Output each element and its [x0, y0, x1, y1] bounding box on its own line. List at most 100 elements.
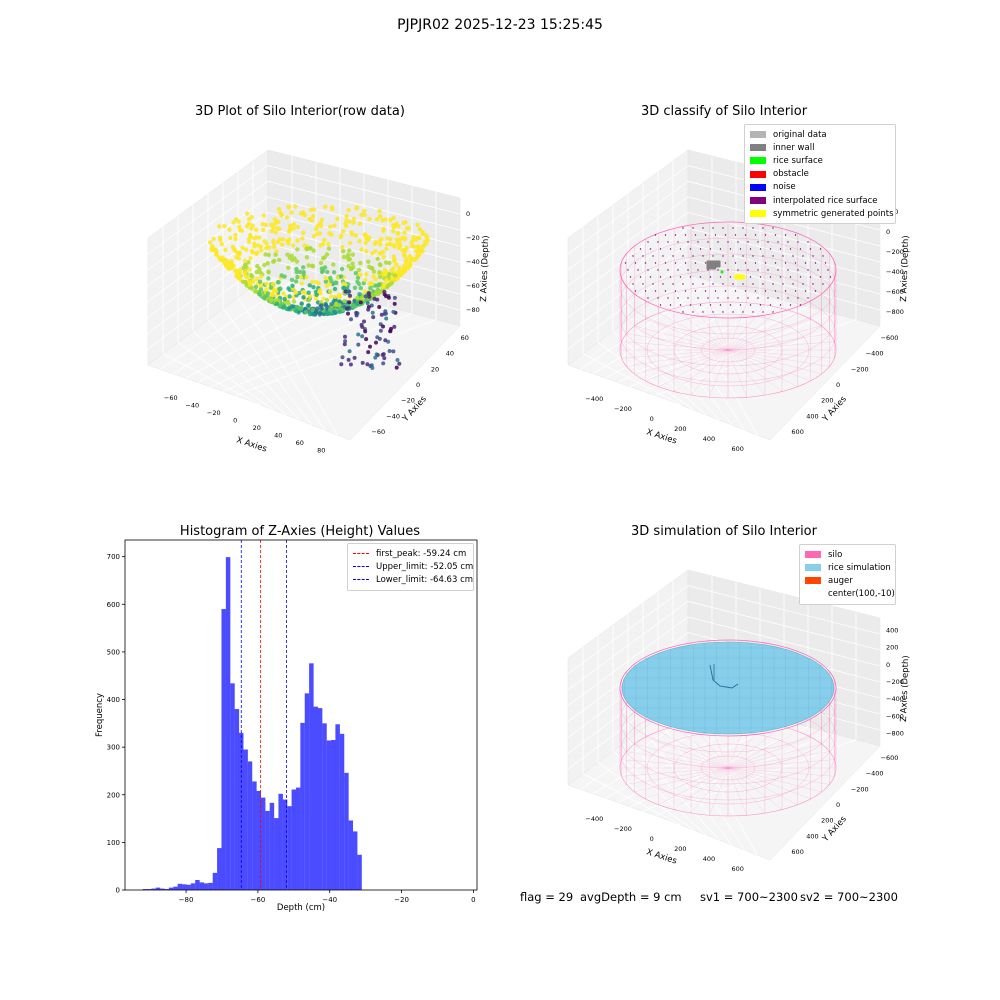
interpolated-point — [627, 269, 629, 271]
raw-point — [223, 247, 228, 253]
raw-point — [425, 238, 430, 243]
classify-silo-spoke — [621, 349, 729, 359]
raw-point — [258, 270, 263, 275]
histogram-bar — [225, 557, 231, 890]
interpolated-point — [754, 234, 757, 236]
raw-point — [359, 247, 364, 252]
classify-x-tick-label: 600 — [731, 445, 743, 453]
symmetric-point — [736, 276, 741, 280]
interpolated-point — [667, 241, 669, 243]
simulation-z-tick-label: −800 — [886, 729, 904, 737]
raw-point — [328, 289, 333, 294]
simulation-z-tick-label: 200 — [886, 644, 898, 652]
interpolated-point — [797, 269, 799, 271]
interpolated-point — [764, 290, 767, 292]
raw-point — [353, 271, 359, 276]
simulation-silo-spoke — [658, 731, 729, 769]
inner-wall-point — [713, 266, 717, 270]
legend-label: interpolated rice surface — [773, 195, 878, 206]
raw-point — [334, 301, 339, 306]
simulation-silo-spoke — [626, 767, 729, 785]
histogram-y-tick-label: 500 — [107, 648, 120, 656]
simulation-silo-spoke — [690, 767, 729, 814]
interpolated-point — [654, 262, 657, 264]
raw-point — [377, 274, 383, 280]
legend-label: noise — [773, 182, 796, 193]
interpolated-point — [669, 276, 672, 278]
raw-x-label: X Axies — [235, 435, 268, 454]
raw-point — [347, 349, 352, 354]
raw-point — [339, 362, 344, 367]
raw-point — [253, 289, 259, 294]
raw-point — [341, 229, 346, 234]
histogram-bar — [335, 724, 340, 890]
raw-point — [276, 298, 281, 303]
grid-line — [617, 300, 785, 383]
interpolated-point — [804, 290, 807, 292]
histogram-bar — [190, 883, 196, 890]
histogram-bar — [217, 848, 222, 890]
classify-silo-spoke — [709, 302, 729, 351]
raw-point — [414, 248, 419, 253]
raw-point — [291, 226, 296, 231]
raw-point — [364, 337, 369, 342]
figure-suptitle: PJPJR02 2025-12-23 15:25:45 — [397, 17, 603, 33]
simulation-silo-spoke — [645, 737, 729, 769]
interpolated-point — [634, 262, 637, 264]
classify-x-tick-label: 400 — [703, 435, 715, 443]
raw-point — [355, 302, 360, 307]
simulation-silo-spoke — [727, 767, 835, 777]
grid-line — [147, 258, 461, 350]
raw-point — [377, 282, 382, 287]
raw-point — [274, 301, 280, 306]
interpolated-point — [769, 304, 772, 306]
interpolated-point — [822, 255, 824, 257]
legend-entry: Upper_limit: -52.05 cm — [353, 560, 473, 573]
classify-interpolated-points — [624, 227, 832, 313]
raw-point — [382, 281, 387, 286]
interpolated-point — [794, 234, 797, 236]
raw-point — [409, 243, 414, 249]
interpolated-point — [807, 297, 809, 299]
raw-point — [392, 277, 397, 283]
raw-point — [236, 250, 242, 256]
histogram-x-tick-label: −60 — [251, 896, 266, 904]
raw-point — [286, 229, 292, 234]
interpolated-point — [784, 234, 787, 236]
classify-silo-spoke — [727, 349, 811, 381]
interpolated-point — [772, 227, 774, 229]
raw-point — [323, 275, 328, 281]
interpolated-point — [729, 248, 732, 250]
interpolated-point — [779, 248, 782, 250]
interpolated-point — [744, 290, 747, 292]
simulation-silo-spoke — [727, 767, 830, 785]
raw-point — [247, 267, 252, 272]
interpolated-point — [632, 283, 634, 285]
legend-entry: inner wall — [750, 141, 890, 154]
raw-point — [308, 294, 313, 299]
inner-wall-point — [717, 264, 721, 268]
classify-y-tick-label: −600 — [881, 334, 899, 342]
raw-points — [207, 204, 430, 370]
raw-point — [317, 231, 323, 236]
raw-point — [382, 289, 387, 294]
raw-point — [381, 254, 386, 260]
interpolated-point — [697, 241, 699, 243]
raw-point — [381, 361, 386, 366]
raw-point — [351, 220, 356, 225]
raw-point — [286, 286, 291, 291]
raw-point — [321, 296, 326, 301]
raw-point — [319, 306, 324, 311]
raw-point — [301, 230, 306, 235]
auger-mark — [709, 664, 739, 689]
grid-line — [177, 342, 274, 411]
legend-swatch — [353, 566, 369, 568]
interpolated-point — [669, 304, 672, 306]
raw-point — [377, 251, 383, 256]
interpolated-point — [747, 269, 749, 271]
interpolated-point — [819, 248, 822, 250]
raw-point — [219, 242, 225, 247]
interpolated-point — [659, 276, 662, 278]
raw-point — [274, 289, 279, 294]
simulation-z-tick-label: 400 — [886, 627, 898, 635]
